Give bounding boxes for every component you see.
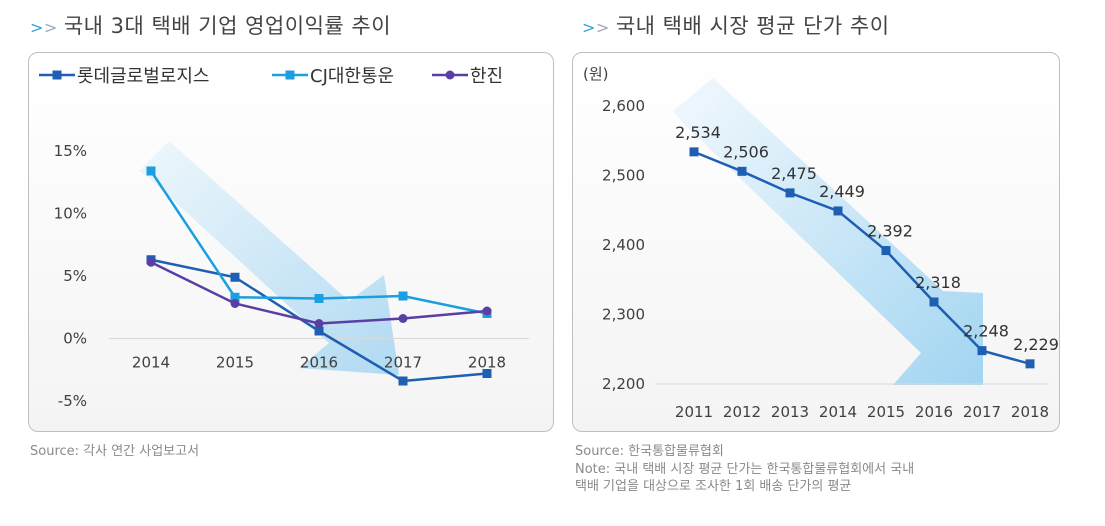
data-point — [398, 376, 408, 386]
legend-marker — [445, 70, 455, 80]
legend-marker — [285, 70, 295, 80]
operating-margin-chart: 15% 10% 5% 0% -5% 2014 2015 2016 2017 2018 롯데글로벌로… — [39, 66, 529, 410]
data-point — [146, 166, 156, 176]
legend-label: 한진 — [470, 66, 503, 87]
legend-marker — [52, 70, 62, 80]
legend-label: CJ대한통운 — [310, 66, 394, 87]
y-tick-label: 5% — [63, 267, 87, 285]
x-tick-label: 2014 — [819, 403, 857, 421]
data-point — [929, 297, 939, 307]
x-tick-label: 2015 — [867, 403, 905, 421]
right-chart-title: >> 국내 택배 시장 평균 단가 추이 — [582, 14, 890, 38]
x-tick-label: 2018 — [1011, 403, 1049, 421]
right-note-line1: Note: 국내 택배 시장 평균 단가는 한국통합물류협회에서 국내 — [575, 462, 915, 477]
data-point — [737, 166, 747, 176]
data-point — [398, 291, 408, 301]
right-chart-panel: (원) 2,600 2,500 2,400 2,300 2,200 2011 2012 2013… — [572, 52, 1060, 432]
x-tick-label: 2017 — [384, 354, 422, 372]
y-tick-label: -5% — [58, 392, 87, 410]
data-label: 2,392 — [867, 222, 913, 241]
data-label: 2,534 — [675, 123, 721, 142]
data-point — [314, 319, 324, 328]
legend-label: 롯데글로벌로지스 — [77, 66, 209, 87]
right-source: Source: 한국통합물류협회 — [575, 444, 724, 459]
x-tick-label: 2016 — [300, 354, 338, 372]
trend-arrow-icon — [139, 141, 399, 375]
y-tick-label: 0% — [63, 330, 87, 348]
x-tick-label: 2012 — [723, 403, 761, 421]
delivery-price-chart: (원) 2,600 2,500 2,400 2,300 2,200 2011 2012 2013… — [583, 65, 1059, 421]
x-tick-label: 2014 — [132, 354, 170, 372]
y-tick-label: 2,600 — [602, 97, 645, 115]
y-tick-label: 2,400 — [602, 236, 645, 254]
data-label: 2,506 — [723, 142, 769, 161]
trend-arrow-icon — [673, 78, 983, 385]
data-point — [785, 188, 795, 198]
data-point — [230, 292, 240, 302]
data-point — [230, 299, 240, 308]
x-tick-label: 2018 — [468, 354, 506, 372]
x-tick-label: 2015 — [216, 354, 254, 372]
y-tick-label: 2,500 — [602, 167, 645, 185]
y-tick-label: 10% — [54, 205, 87, 223]
data-point — [881, 246, 891, 256]
data-label: 2,449 — [819, 182, 865, 201]
data-point — [146, 257, 156, 267]
data-point — [314, 294, 324, 303]
data-point — [482, 369, 492, 378]
y-tick-label: 15% — [54, 142, 87, 160]
right-note-line2: 택배 기업을 대상으로 조사한 1회 배송 단가의 평균 — [575, 479, 852, 494]
data-point — [977, 346, 987, 356]
series-line — [693, 150, 1031, 366]
data-point — [833, 206, 843, 216]
data-point — [1025, 359, 1035, 369]
y-tick-label: 2,200 — [602, 375, 645, 393]
unit-label: (원) — [583, 65, 609, 83]
data-point — [482, 306, 492, 316]
data-point — [398, 314, 408, 323]
x-tick-label: 2011 — [675, 403, 713, 421]
data-label: 2,248 — [963, 322, 1009, 341]
title-arrow-icon: >> — [582, 18, 610, 37]
x-tick-label: 2017 — [963, 403, 1001, 421]
left-source: Source: 각사 연간 사업보고서 — [30, 444, 200, 459]
x-tick-label: 2013 — [771, 403, 809, 421]
left-chart-title: >> 국내 3대 택배 기업 영업이익률 추이 — [30, 14, 392, 38]
data-point — [689, 147, 699, 157]
left-chart-panel: 15% 10% 5% 0% -5% 2014 2015 2016 2017 2018 롯데글로벌로… — [28, 52, 554, 432]
x-tick-label: 2016 — [915, 403, 953, 421]
data-label: 2,318 — [915, 273, 961, 292]
data-label: 2,229 — [1013, 335, 1059, 354]
title-arrow-icon: >> — [30, 18, 58, 37]
data-point — [314, 326, 324, 336]
y-tick-label: 2,300 — [602, 306, 645, 324]
data-point — [230, 272, 240, 282]
data-label: 2,475 — [771, 164, 817, 183]
